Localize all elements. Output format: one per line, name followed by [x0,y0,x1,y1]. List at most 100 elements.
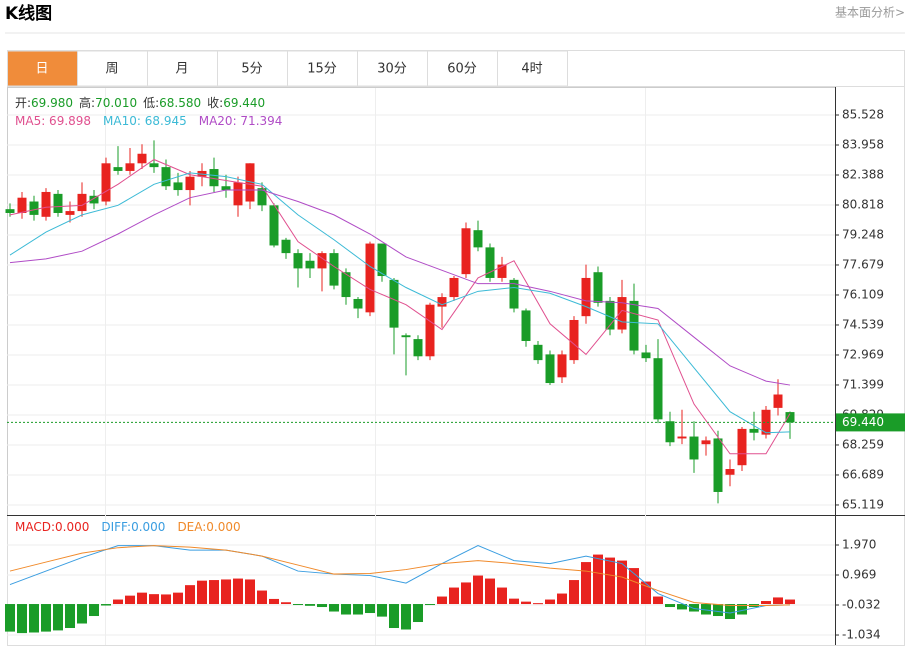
macd-bar [557,593,567,605]
tab-label[interactable]: 15分 [307,62,337,77]
macd-legend-item: DEA:0.000 [177,520,240,534]
tab-label[interactable]: 周 [105,62,118,77]
macd-bar [77,604,87,624]
y-tick-label: 74.539 [842,317,884,331]
macd-bar [341,604,351,615]
macd-bar [5,604,15,632]
macd-bar [461,582,471,605]
macd-bar [269,598,279,605]
macd-bar [473,575,483,605]
y-tick-label: 83.958 [842,137,884,151]
candle-body [545,354,555,384]
last-price-box [836,413,905,432]
tab[interactable] [287,50,358,87]
macd-bar [425,604,435,606]
macd-bar [245,579,255,605]
candle-body [401,335,411,338]
y-tick-label: 85.528 [842,107,884,121]
tab-label[interactable]: 30分 [377,62,407,77]
candle-body [17,197,27,213]
candle-body [641,352,651,359]
macd-bar [377,604,387,617]
candle-body [521,310,531,342]
macd-bar [257,590,267,605]
chart-layer: 85.528 83.958 82.388 80.818 79.248 77.679 76.1… [5,95,905,642]
macd-bar [569,580,579,605]
candle-body [185,176,195,191]
indicator-line [9,172,791,434]
macd-bar [737,604,747,615]
y-tick-label: 0.969 [842,567,876,581]
tab[interactable] [497,50,568,87]
tab-label[interactable]: 60分 [447,62,477,77]
indicator-line [9,545,791,607]
candle-body [389,279,399,328]
candle-body [425,304,435,357]
indicator-line [9,158,791,455]
tab[interactable] [7,50,78,87]
indicator-line [9,545,791,614]
candle-body [473,230,483,248]
macd-bar [233,578,243,605]
tab-label[interactable]: 日 [35,62,48,77]
macd-bar [725,604,735,620]
y-tick-label: 79.248 [842,227,884,241]
last-price-label: 69.440 [842,415,884,429]
candle-body [353,298,363,309]
candle-body [341,272,351,298]
macd-bar [317,604,327,608]
macd-bar [101,604,111,606]
tab[interactable] [357,50,428,87]
tab[interactable] [427,50,498,87]
candle-body [173,182,183,191]
candle-body [53,193,63,213]
candle-body [617,297,627,330]
candle-body [665,421,675,443]
macd-bar [185,585,195,605]
macd-bar [65,604,75,629]
fundamental-link[interactable]: 基本面分析> [835,6,905,20]
y-tick-label: 1.970 [842,537,876,551]
candle-body [89,195,99,204]
tab-label[interactable]: 5分 [241,62,262,77]
macd-bar [677,604,687,610]
candle-body [113,167,123,171]
y-tick-label: 72.969 [842,347,884,361]
y-tick-label: 76.109 [842,287,884,301]
candle-body [701,440,711,445]
candle-body [269,205,279,246]
ohlc-label: 开: [15,96,31,110]
candle-body [497,264,507,278]
macd-bar [293,604,303,606]
tab[interactable] [217,50,288,87]
candle-body [365,243,375,313]
candle-body [437,297,447,307]
candle-body [677,436,687,439]
candle-body [557,354,567,378]
candle-body [785,412,795,423]
tab[interactable] [147,50,218,87]
macd-bar [173,592,183,605]
macd-bar [701,604,711,615]
y-tick-label: 80.818 [842,197,884,211]
ma-legend: MA5: 69.898 MA10: 68.945 MA20: 71.394 [15,114,282,128]
macd-bar [125,595,135,605]
candle-body [125,163,135,171]
macd-bar [209,580,219,605]
macd-bar [785,599,795,605]
tab-label[interactable]: 月 [175,62,188,77]
macd-bar [41,604,51,632]
tab-label[interactable]: 4时 [521,62,542,77]
candle-body [509,279,519,309]
macd-bar [281,602,291,605]
candle-body [5,209,15,213]
ma-legend-item: MA20: 71.394 [199,114,283,128]
macd-bar [689,604,699,612]
candle-body [281,239,291,254]
macd-bar [497,587,507,605]
y-tick-label: 68.259 [842,437,884,451]
candle-body [629,300,639,351]
candle-body [569,319,579,361]
y-tick-label: 71.399 [842,377,884,391]
ma-legend-item: MA10: 68.945 [103,114,187,128]
